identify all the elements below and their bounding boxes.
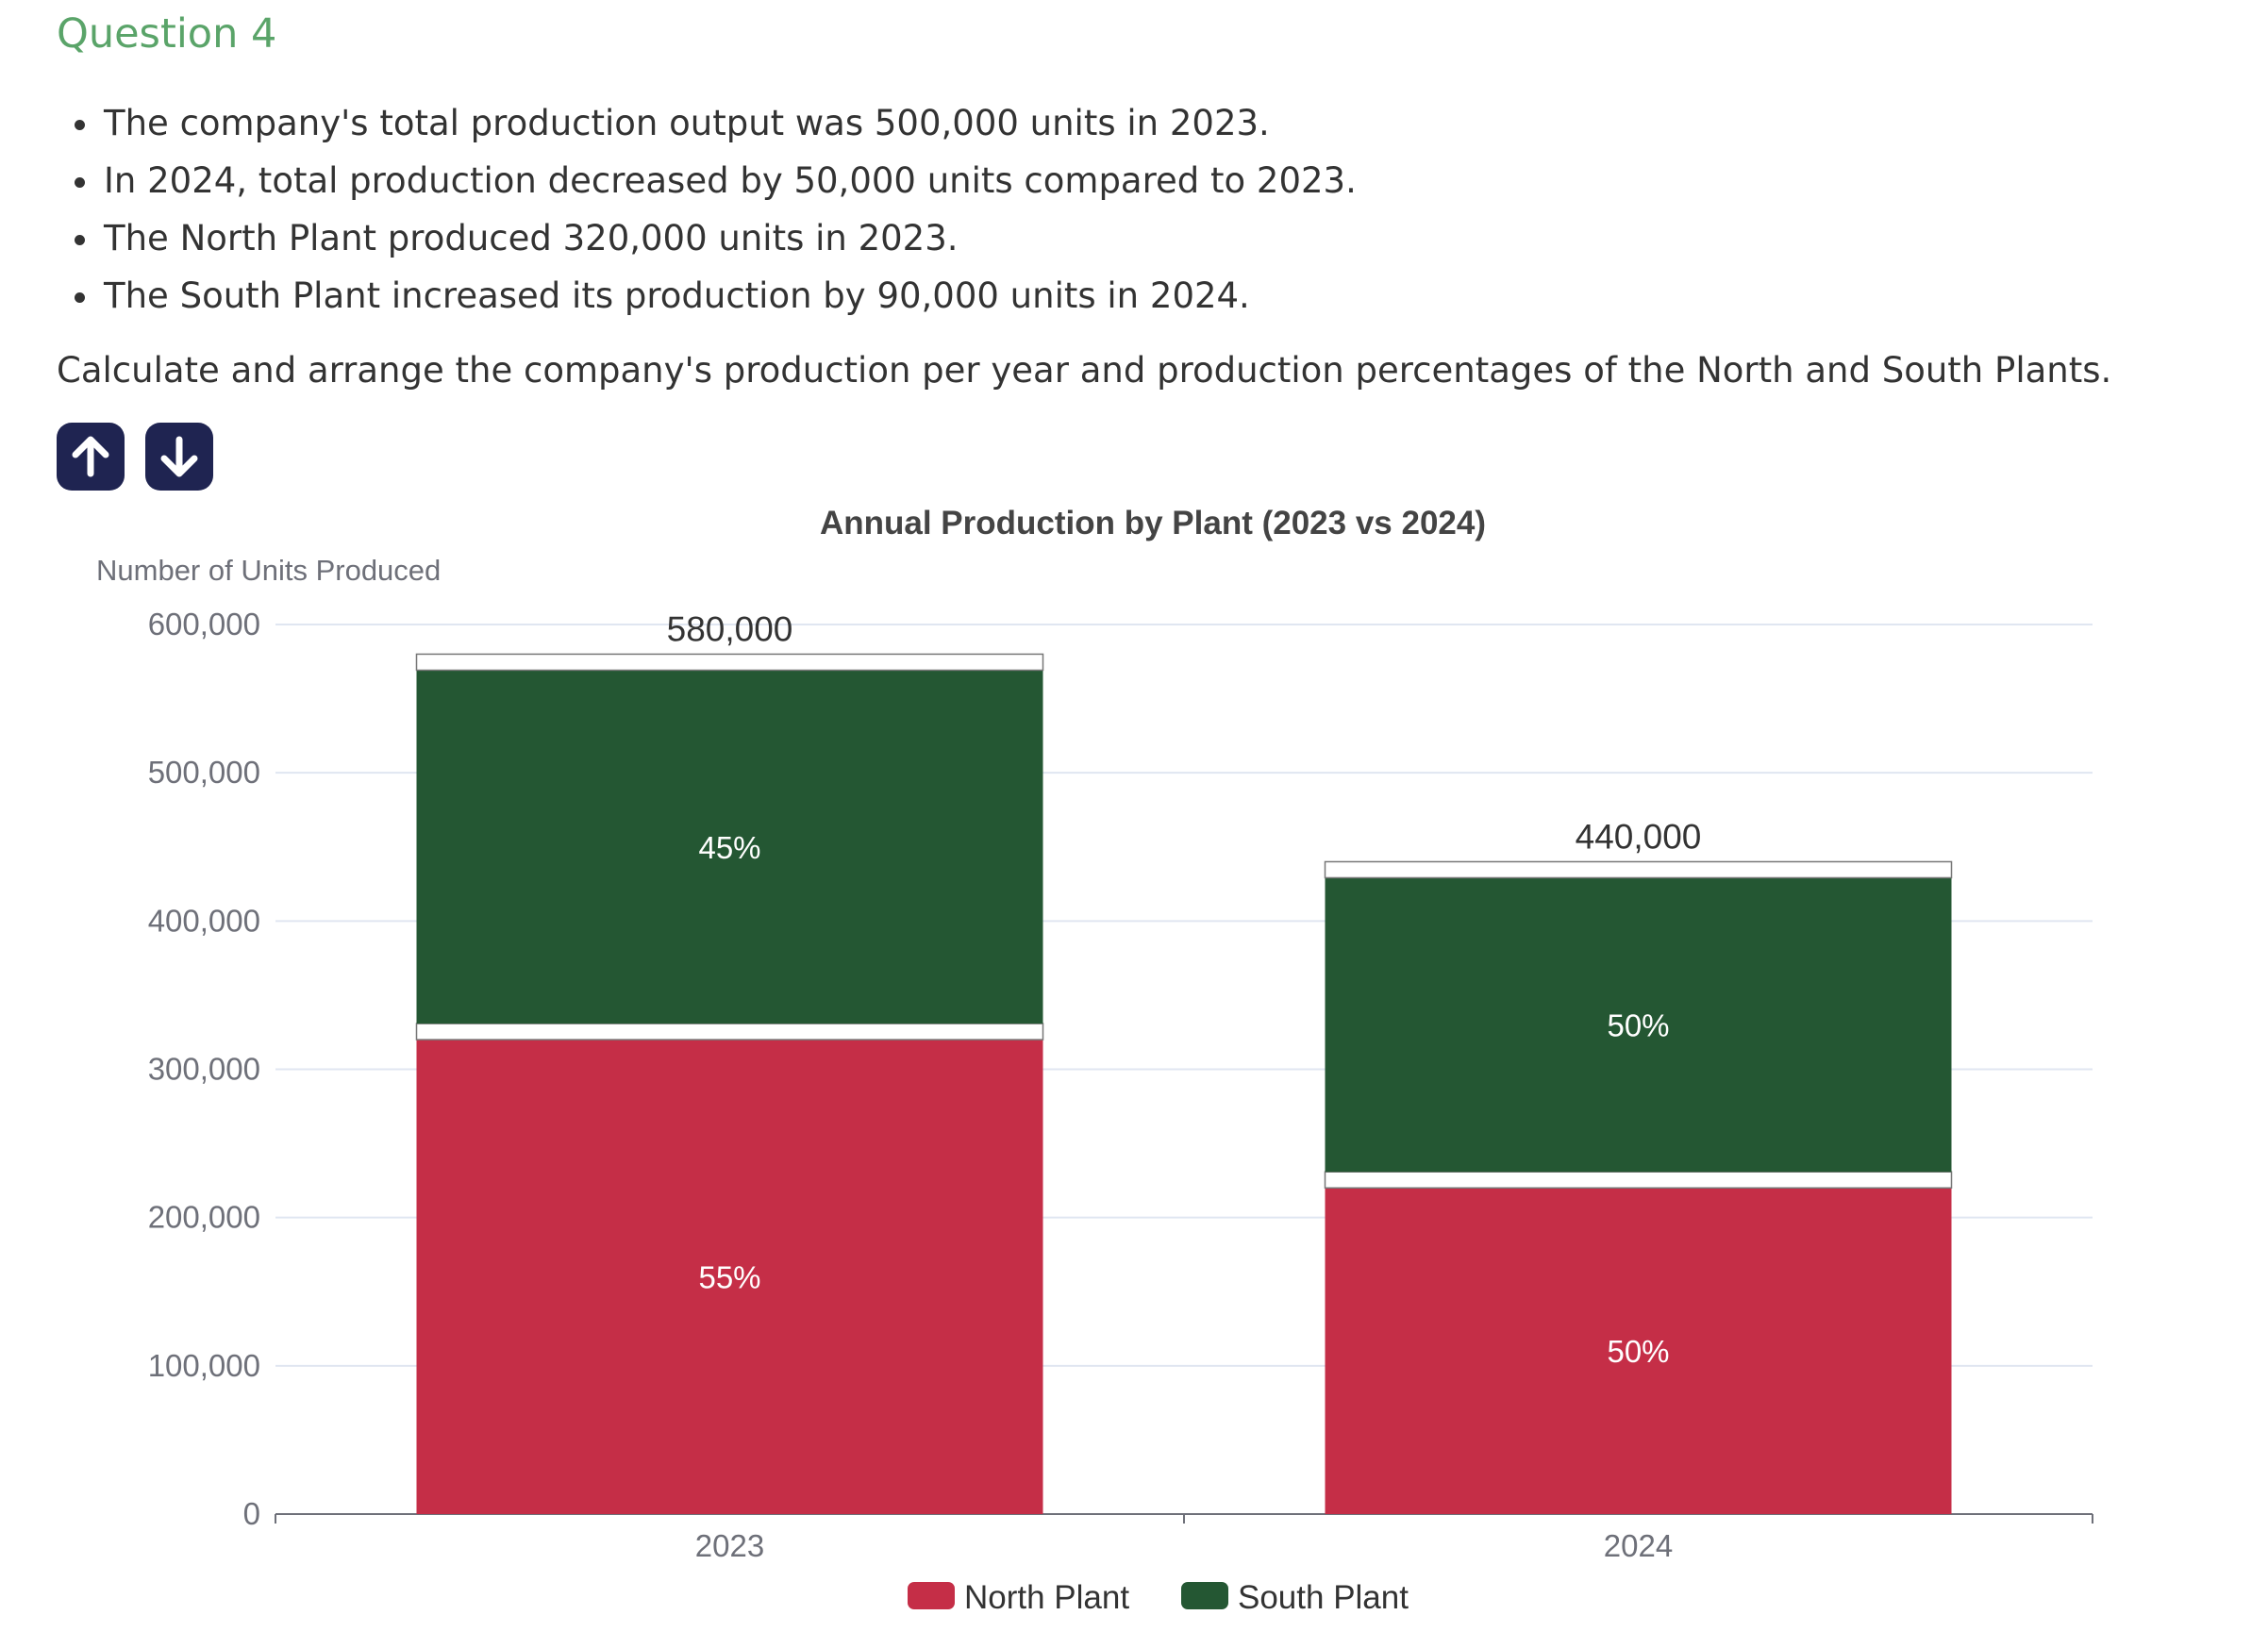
bar-percent-label: 55%	[698, 1260, 760, 1295]
bar-separator	[415, 1023, 1044, 1041]
question-panel: Question 4 The company's total productio…	[57, 0, 2226, 394]
bar-percent-label: 50%	[1607, 1008, 1669, 1042]
legend-label: South Plant	[1238, 1579, 1409, 1616]
bar-segment-north-plant	[416, 1040, 1043, 1514]
arrow-up-icon	[72, 436, 109, 477]
bar-total-cap	[1324, 860, 1953, 879]
chart-canvas: Annual Production by Plant (2023 vs 2024…	[96, 505, 2093, 1616]
fact-item: The South Plant increased its production…	[102, 267, 2226, 325]
bar-segment-south-plant	[1325, 877, 1952, 1173]
fact-item: In 2024, total production decreased by 5…	[102, 152, 2226, 209]
bar-segment-south-plant	[416, 670, 1043, 1024]
y-tick-label: 300,000	[148, 1052, 260, 1087]
fact-item: The company's total production output wa…	[102, 94, 2226, 152]
y-tick-label: 0	[243, 1496, 260, 1531]
move-down-button[interactable]	[145, 423, 213, 491]
legend-swatch	[1181, 1582, 1228, 1609]
move-up-button[interactable]	[57, 423, 125, 491]
bar-percent-label: 45%	[698, 830, 760, 865]
bar-separator	[1324, 1171, 1953, 1189]
x-tick-label: 2023	[695, 1528, 764, 1563]
y-tick-label: 200,000	[148, 1200, 260, 1235]
x-tick-label: 2024	[1604, 1528, 1673, 1563]
bar-total-cap	[415, 653, 1044, 672]
y-tick-label: 500,000	[148, 755, 260, 790]
y-tick-label: 600,000	[148, 607, 260, 641]
bar-segment-north-plant	[1325, 1188, 1952, 1514]
bar-percent-label: 50%	[1607, 1334, 1669, 1369]
y-axis-label: Number of Units Produced	[96, 554, 441, 587]
production-chart: Annual Production by Plant (2023 vs 2024…	[0, 491, 2268, 1628]
fact-list: The company's total production output wa…	[57, 94, 2226, 325]
fact-item: The North Plant produced 320,000 units i…	[102, 209, 2226, 267]
question-title: Question 4	[57, 10, 277, 58]
y-tick-label: 100,000	[148, 1348, 260, 1383]
chart-title: Annual Production by Plant (2023 vs 2024…	[820, 505, 1486, 541]
question-instruction: Calculate and arrange the company's prod…	[57, 350, 2112, 391]
legend-label: North Plant	[964, 1579, 1129, 1616]
y-tick-label: 400,000	[148, 903, 260, 938]
arrow-down-icon	[160, 436, 198, 477]
move-controls	[57, 423, 213, 491]
legend-swatch	[908, 1582, 955, 1609]
bar-total-label: 580,000	[667, 609, 793, 648]
bar-total-label: 440,000	[1576, 817, 1702, 856]
